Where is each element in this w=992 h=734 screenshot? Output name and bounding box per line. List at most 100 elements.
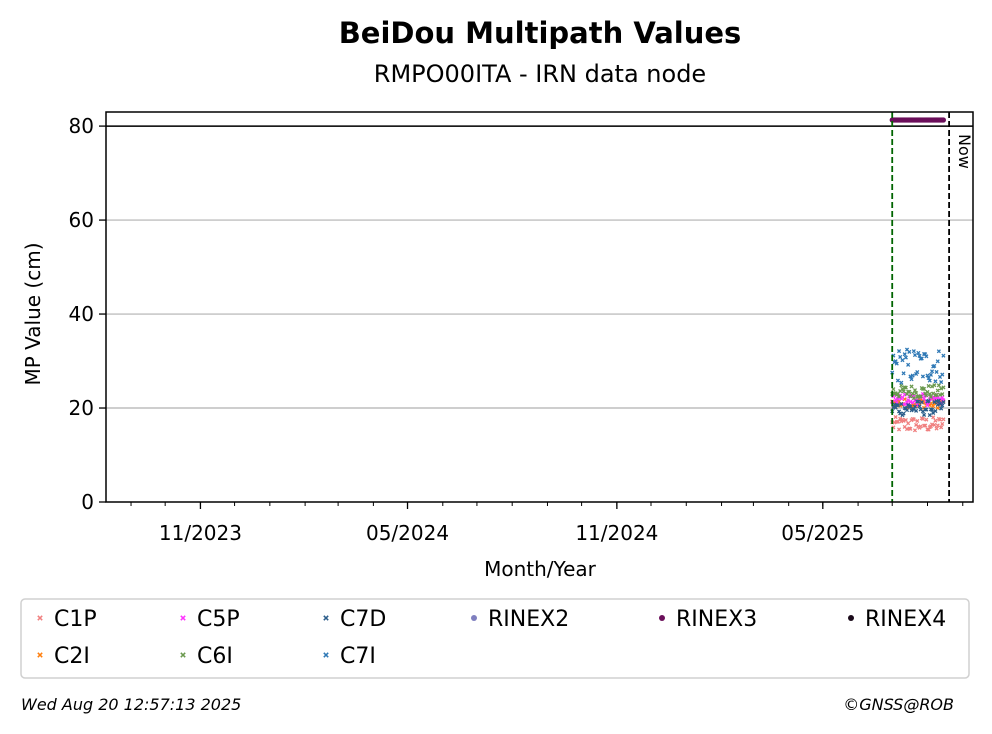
data-point-c7d [917,404,922,409]
data-point-c7d [924,407,929,412]
y-tick-label: 80 [69,114,94,138]
data-point-c7d [901,411,906,416]
data-point-c1p [908,426,913,431]
data-point-c6i [907,389,912,394]
data-point-c1p [940,421,945,426]
data-point-c6i [918,394,923,399]
legend-marker-rinex4 [848,615,854,621]
data-point-c7i [900,358,905,363]
data-point-c7i [940,372,945,377]
data-point-c7i [933,379,938,384]
legend-marker-c7d [323,615,329,621]
data-point-c7i [925,373,930,378]
data-point-c6i [926,383,931,389]
data-point-c5p [904,400,910,405]
data-point-c7i [893,359,898,364]
data-point-c7i [920,374,925,379]
data-point-c7i [936,349,941,354]
data-point-c1p [932,422,937,428]
data-point-c6i [909,384,914,389]
data-point-c2i [935,405,940,410]
footer-timestamp: Wed Aug 20 12:57:13 2025 [21,695,241,714]
data-point-c7i [911,349,916,354]
data-point-c7i [902,352,907,357]
legend-marker-rinex3 [659,615,665,621]
data-point-c7i [916,350,921,356]
data-point-c7i [929,369,935,374]
x-tick-label: 11/2024 [575,521,658,545]
data-point-c7d [904,407,910,413]
legend-label-c7i: C7I [340,644,376,669]
y-axis-label: MP Value (cm) [21,242,45,385]
data-point-c7i [898,354,903,360]
data-point-c1p [935,423,940,428]
data-point-c6i [891,387,896,392]
legend: C1P C2I C5P C6I C7D C7I RINEX2 RINEX3 RINEX4 [37,607,946,669]
data-point-c7d [941,400,946,405]
data-point-c6i [924,393,929,398]
data-point-c7i [899,380,904,385]
data-point-c6i [922,386,927,391]
data-point-c5p [925,403,930,408]
data-point-c6i [903,385,908,390]
data-point-c6i [935,388,940,393]
data-point-c7i [912,353,918,358]
data-point-c6i [941,385,946,390]
data-point-c1p [924,417,929,422]
data-point-c6i [940,392,945,397]
y-tick-label: 40 [69,302,94,326]
data-point-c1p [939,425,944,430]
data-point-c7i [915,369,920,375]
data-point-c1p [911,417,916,422]
data-point-c7i [910,373,915,378]
data-point-c6i [934,392,939,397]
data-point-c7i [939,380,944,385]
data-point-c1p [915,418,920,424]
legend-label-rinex2: RINEX2 [488,607,569,632]
data-point-c7i [934,369,939,375]
chart-subtitle: RMPO00ITA - IRN data node [374,60,706,88]
data-point-c6i [928,394,933,399]
data-point-c7d [922,412,927,417]
data-point-c6i [936,383,941,388]
data-point-c1p [923,423,928,428]
data-point-c1p [896,427,902,432]
data-point-c7i [896,349,902,354]
data-point-c7i [927,378,932,383]
data-point-c7d [929,407,935,412]
data-point-c7i [926,376,931,381]
legend-label-c7d: C7D [340,607,386,632]
data-point-c6i [901,389,906,394]
data-point-c6i [910,391,915,396]
footer-credit: ©GNSS@ROB [843,695,954,714]
data-point-c7i [903,355,908,360]
x-axis-label: Month/Year [484,557,597,581]
data-point-c6i [929,384,935,389]
data-point-c1p [918,424,923,429]
data-point-c7i [895,378,900,383]
data-point-c6i [932,383,937,388]
data-point-c7d [926,398,931,403]
legend-marker-c1p [37,615,43,621]
now-label: Now [955,134,974,169]
data-point-c2i [931,404,936,409]
legend-marker-rinex2 [471,615,477,621]
data-point-c7d [940,403,945,408]
data-point-c6i [896,394,902,399]
data-point-c1p [903,417,908,423]
data-point-c7d [899,401,904,407]
legend-marker-c5p [180,615,186,621]
grid-lines [106,125,973,409]
data-point-c1p [933,418,938,423]
data-point-c1p [941,417,946,422]
data-point-c7i [924,354,929,359]
data-point-c1p [920,416,925,421]
data-point-c1p [934,426,939,431]
data-point-c1p [931,415,936,420]
legend-label-rinex4: RINEX4 [865,607,946,632]
data-point-c7i [890,370,895,375]
chart-title: BeiDou Multipath Values [339,16,742,50]
data-point-c1p [937,417,943,422]
data-point-c7d [935,402,940,407]
data-point-c6i [917,394,922,399]
